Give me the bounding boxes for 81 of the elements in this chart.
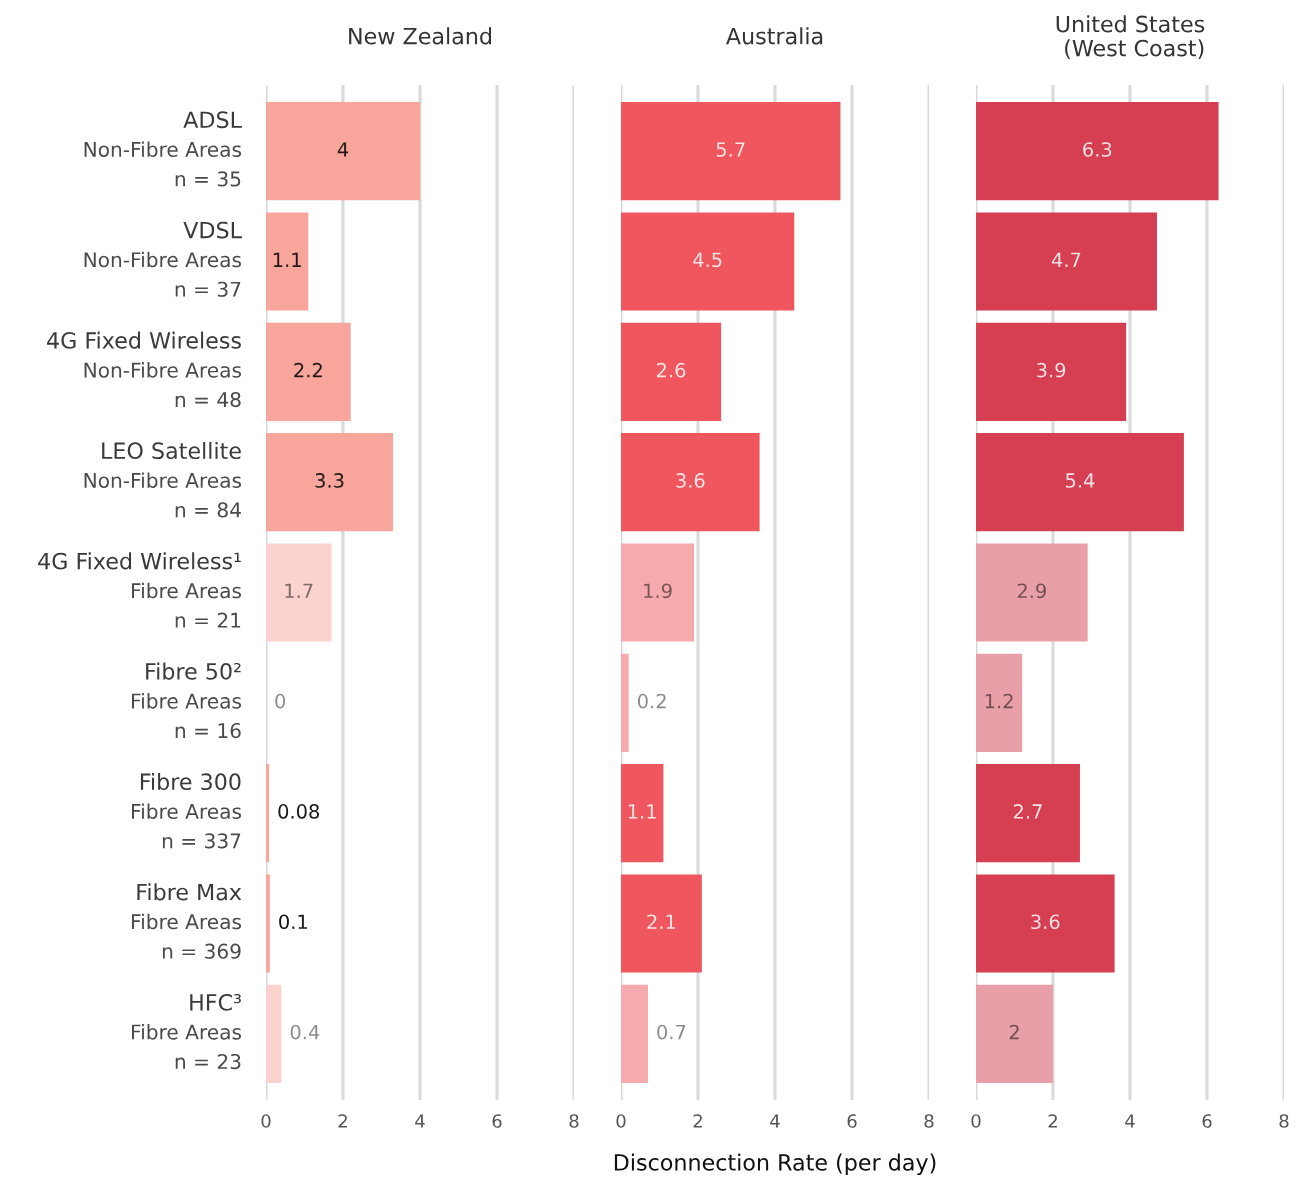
bar	[266, 874, 270, 973]
data-label: 2	[1009, 1024, 1019, 1040]
data-label: 0.2	[637, 693, 666, 709]
y-tick-label: 4G Fixed Wireless Non-Fibre Areas n = 48	[47, 331, 242, 408]
data-label: 1.9	[644, 583, 672, 599]
y-tick-label: Fibre 300 Fibre Areas n = 337	[132, 772, 242, 849]
data-label: 1.1	[628, 804, 656, 819]
data-label: 5.4	[1065, 473, 1095, 488]
bar	[976, 764, 1080, 863]
data-label: 1.2	[985, 693, 1013, 709]
x-tick-label: 4	[415, 1114, 425, 1128]
bar	[621, 874, 702, 973]
chart-title: Australia	[726, 27, 823, 45]
bar	[976, 433, 1184, 532]
data-label: 3.3	[315, 473, 344, 488]
data-label: 0.1	[279, 914, 307, 930]
bar	[266, 984, 282, 1083]
bar	[621, 543, 695, 642]
data-label: 1.7	[285, 583, 313, 598]
bar	[621, 653, 629, 752]
data-label: 4.7	[1051, 252, 1081, 267]
bar	[976, 322, 1127, 421]
data-label: 6.3	[1083, 142, 1112, 157]
x-tick-label: 0	[261, 1114, 271, 1128]
x-tick-label: 6	[492, 1114, 502, 1128]
bar	[621, 322, 722, 421]
bar	[976, 653, 1023, 752]
data-label: 0.7	[657, 1024, 686, 1040]
data-label: 0.4	[290, 1024, 320, 1040]
data-label: 2.1	[647, 914, 676, 929]
bar	[266, 102, 420, 201]
x-tick-label: 2	[693, 1114, 702, 1128]
x-tick-label: 2	[1048, 1114, 1057, 1128]
x-tick-label: 2	[338, 1114, 347, 1128]
bar	[976, 212, 1157, 311]
x-tick-label: 8	[569, 1114, 579, 1128]
bar	[266, 322, 351, 421]
data-label: 2.7	[1013, 804, 1042, 819]
x-axis-title: Disconnection Rate (per day)	[614, 1153, 936, 1176]
y-tick-label: 4G Fixed Wireless¹ Fibre Areas n = 21	[38, 552, 242, 628]
data-label: 2.6	[657, 362, 686, 378]
data-label: 3.9	[1037, 362, 1066, 378]
y-tick-label: VDSL Non-Fibre Areas n = 37	[84, 221, 242, 297]
y-tick-label: HFC³ Fibre Areas n = 23	[132, 993, 242, 1070]
x-tick-label: 0	[616, 1114, 626, 1128]
data-label: 2.2	[294, 362, 322, 378]
bar	[266, 433, 394, 532]
data-label: 0	[275, 693, 286, 709]
x-tick-label: 4	[1125, 1114, 1135, 1128]
data-label: 2.9	[1017, 583, 1046, 599]
data-label: 5.7	[716, 142, 745, 157]
bar	[266, 543, 332, 642]
bar	[621, 764, 664, 863]
bar	[266, 212, 309, 311]
bar	[266, 764, 270, 863]
y-tick-label: LEO Satellite Non-Fibre Areas n = 84	[84, 441, 242, 518]
chart-title: New Zealand	[349, 27, 491, 45]
y-tick-label: Fibre Max Fibre Areas n = 369	[132, 883, 242, 959]
y-tick-label: Fibre 50² Fibre Areas n = 16	[132, 662, 242, 739]
data-label: 3.6	[676, 473, 705, 488]
bar	[621, 102, 841, 201]
bar	[976, 102, 1219, 201]
bar	[976, 874, 1115, 973]
data-label: 4.5	[693, 252, 722, 268]
data-label: 0.08	[278, 804, 320, 819]
x-tick-label: 8	[924, 1114, 934, 1128]
bar	[621, 212, 795, 311]
bar	[976, 543, 1088, 642]
bar	[621, 984, 648, 1083]
bar	[976, 984, 1053, 1083]
x-tick-label: 6	[1202, 1114, 1212, 1128]
x-tick-label: 4	[770, 1114, 780, 1128]
x-tick-label: 0	[971, 1114, 981, 1128]
chart-title: United States (West Coast)	[1056, 15, 1205, 60]
x-tick-label: 6	[847, 1114, 857, 1128]
bar	[621, 433, 760, 532]
data-label: 1.1	[273, 252, 301, 267]
data-label: 4	[337, 142, 349, 157]
x-tick-label: 8	[1279, 1114, 1289, 1128]
data-label: 3.6	[1031, 914, 1060, 930]
y-tick-label: ADSL Non-Fibre Areas n = 35	[84, 111, 242, 187]
